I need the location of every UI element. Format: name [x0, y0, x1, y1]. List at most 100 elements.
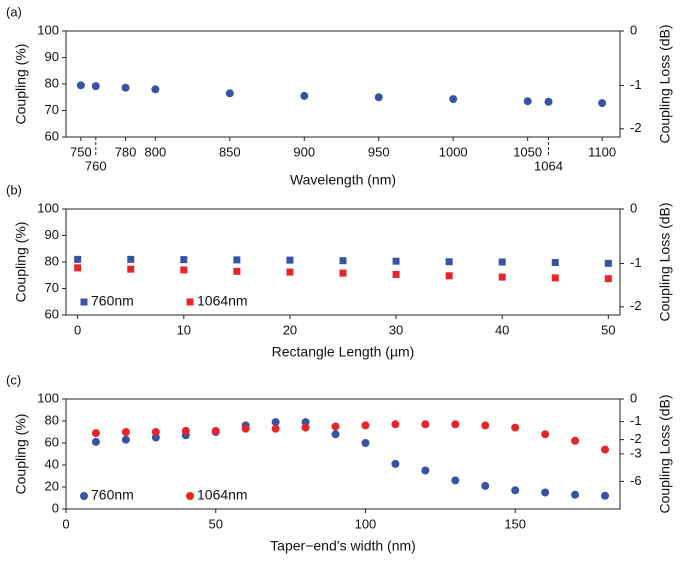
y2-tick-label: -1	[630, 77, 642, 92]
y-tick-label: 100	[37, 390, 59, 405]
y2-tick-label: -2	[630, 431, 642, 446]
data-point	[151, 85, 160, 94]
x-tick-label: 40	[495, 322, 509, 337]
panel-label: (b)	[6, 182, 22, 197]
data-point	[76, 81, 85, 90]
data-point	[481, 481, 490, 490]
legend-label: 1064nm	[197, 293, 248, 309]
x-tick-label: 0	[74, 322, 81, 337]
data-point	[361, 421, 370, 430]
x-tick-label: 750	[70, 144, 92, 159]
x-tick-label-below: 1064	[534, 158, 563, 173]
data-point	[604, 259, 612, 267]
data-point	[339, 269, 347, 277]
y-tick-label: 20	[45, 478, 59, 493]
data-point	[445, 272, 453, 280]
data-point	[421, 420, 430, 429]
legend-marker	[80, 492, 88, 500]
y2-tick-label: 0	[630, 200, 637, 215]
data-point	[271, 424, 280, 433]
data-point	[151, 433, 160, 442]
x-tick-label: 1000	[439, 144, 468, 159]
x-tick-label: 900	[293, 144, 315, 159]
x-tick-label: 50	[208, 516, 222, 531]
data-point	[449, 95, 458, 104]
data-point	[391, 459, 400, 468]
x-tick-label: 950	[368, 144, 390, 159]
data-point	[392, 270, 400, 278]
x-tick-label: 1050	[513, 144, 542, 159]
x-axis-label: Wavelength (nm)	[290, 172, 396, 188]
y2-axis-label: Coupling Loss (dB)	[657, 24, 673, 143]
y-tick-label: 60	[45, 306, 59, 321]
data-point	[180, 266, 188, 274]
y-tick-label: 80	[45, 253, 59, 268]
y2-axis-label: Coupling Loss (dB)	[657, 202, 673, 321]
data-point	[498, 258, 506, 266]
legend-marker	[80, 298, 88, 306]
data-point	[451, 476, 460, 485]
data-point	[74, 264, 82, 272]
data-point	[481, 421, 490, 430]
data-point	[91, 82, 100, 91]
x-axis-label: Rectangle Length (µm)	[272, 344, 415, 360]
y-axis-label: Coupling (%)	[13, 44, 29, 125]
y-tick-label: 80	[45, 75, 59, 90]
y-tick-label: 0	[52, 500, 59, 515]
data-point	[271, 418, 280, 427]
data-point	[374, 93, 383, 102]
y-tick-label: 90	[45, 49, 59, 64]
legend-label: 1064nm	[197, 487, 248, 503]
x-tick-label: 850	[219, 144, 241, 159]
y2-tick-label: 0	[630, 390, 637, 405]
x-tick-label: 50	[601, 322, 615, 337]
legend-marker	[186, 492, 194, 500]
x-tick-label: 20	[283, 322, 297, 337]
data-point	[121, 83, 130, 92]
data-point	[127, 255, 135, 263]
y2-axis-label: Coupling Loss (dB)	[657, 394, 673, 513]
plot-frame	[65, 398, 621, 510]
data-point	[339, 257, 347, 265]
data-point	[551, 274, 559, 282]
y-tick-label: 100	[37, 200, 59, 215]
data-point	[523, 97, 532, 106]
data-point	[544, 97, 553, 106]
panel-label: (a)	[6, 4, 22, 19]
x-tick-label: 0	[62, 516, 69, 531]
data-point	[571, 490, 580, 499]
y-tick-label: 70	[45, 102, 59, 117]
legend-marker	[186, 298, 194, 306]
y-tick-label: 80	[45, 412, 59, 427]
data-point	[451, 420, 460, 429]
data-point	[300, 91, 309, 100]
data-point	[541, 488, 550, 497]
data-point	[541, 430, 550, 439]
x-tick-label: 30	[389, 322, 403, 337]
y-tick-label: 60	[45, 434, 59, 449]
data-point	[445, 258, 453, 266]
legend-label: 760nm	[91, 487, 134, 503]
data-point	[604, 275, 612, 283]
y-axis-label: Coupling (%)	[13, 414, 29, 495]
data-point	[511, 423, 520, 432]
y-tick-label: 100	[37, 22, 59, 37]
data-point	[361, 439, 370, 447]
x-tick-label: 100	[355, 516, 377, 531]
y2-tick-label: -2	[630, 298, 642, 313]
x-axis-label: Taper−end’s width (nm)	[270, 538, 416, 554]
data-point	[180, 256, 188, 264]
data-point	[286, 256, 294, 264]
y2-tick-label: -3	[630, 445, 642, 460]
data-point	[391, 420, 400, 429]
x-tick-label: 800	[145, 144, 167, 159]
data-point	[181, 426, 190, 435]
data-point	[151, 428, 160, 436]
plot-frame	[65, 30, 621, 138]
y2-tick-label: -2	[630, 120, 642, 135]
data-point	[331, 430, 340, 439]
data-point	[601, 491, 610, 500]
data-point	[233, 267, 241, 275]
data-point	[551, 259, 559, 267]
